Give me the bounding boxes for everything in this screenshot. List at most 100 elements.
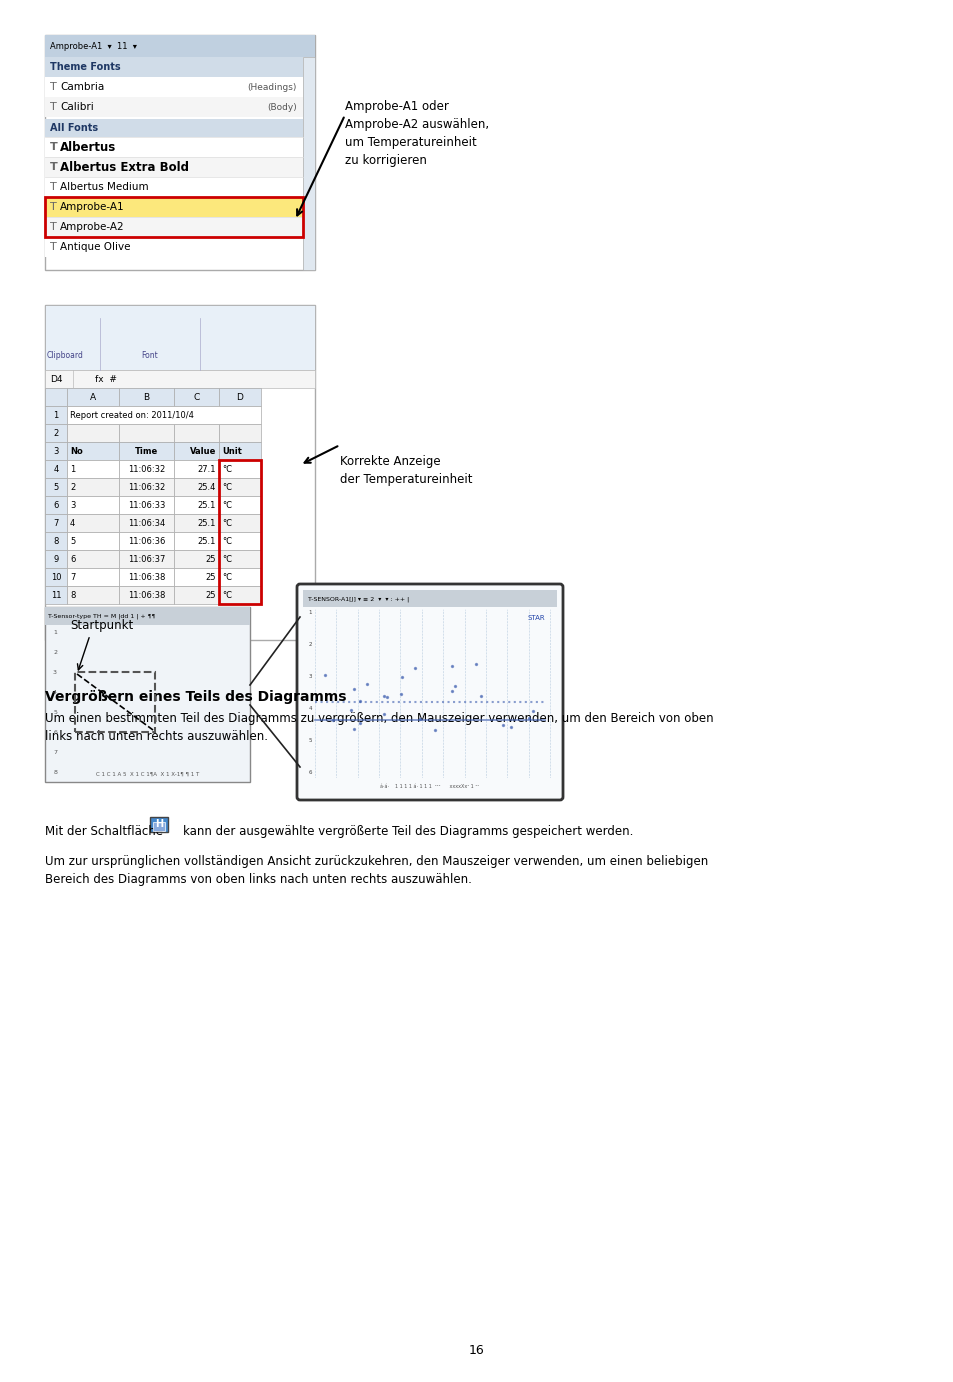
Text: T: T — [50, 162, 58, 171]
Text: T: T — [50, 142, 58, 152]
Text: Font: Font — [141, 351, 158, 359]
Point — [358, 673, 374, 695]
Point — [413, 708, 428, 730]
Text: 5: 5 — [53, 709, 57, 714]
Text: 8: 8 — [53, 770, 57, 774]
Bar — [173, 460, 219, 478]
Bar — [45, 460, 67, 478]
Text: °C: °C — [222, 464, 232, 474]
Bar — [45, 442, 67, 460]
Text: 8: 8 — [53, 536, 59, 546]
Bar — [67, 550, 119, 568]
Point — [447, 674, 462, 697]
Text: 16: 16 — [469, 1345, 484, 1357]
Text: 25: 25 — [205, 590, 215, 600]
Text: (Body): (Body) — [267, 102, 296, 112]
Bar — [219, 496, 261, 514]
Text: 6: 6 — [70, 554, 75, 564]
Bar — [45, 478, 67, 496]
Text: °C: °C — [222, 536, 232, 546]
Text: 11:06:33: 11:06:33 — [128, 500, 165, 510]
Point — [346, 679, 361, 701]
Bar — [67, 586, 119, 604]
Text: 3: 3 — [308, 673, 312, 679]
Text: Albertus Medium: Albertus Medium — [60, 182, 149, 192]
Text: 6: 6 — [53, 730, 57, 734]
Bar — [45, 236, 303, 257]
Bar — [219, 532, 261, 550]
Bar — [45, 119, 303, 137]
Bar — [219, 568, 261, 586]
Text: 1: 1 — [308, 609, 312, 615]
Bar — [219, 388, 261, 406]
Text: B: B — [143, 392, 150, 402]
Text: 1: 1 — [70, 464, 75, 474]
Bar — [45, 137, 303, 158]
Bar — [45, 97, 303, 117]
Text: Korrekte Anzeige
der Temperatureinheit: Korrekte Anzeige der Temperatureinheit — [339, 455, 472, 486]
Point — [316, 665, 332, 687]
Bar — [173, 478, 219, 496]
Point — [473, 685, 488, 708]
Bar — [75, 672, 154, 732]
Bar — [219, 550, 261, 568]
Text: 2: 2 — [53, 428, 58, 438]
Text: 25.1: 25.1 — [197, 500, 215, 510]
Text: 7: 7 — [53, 518, 59, 528]
Bar — [173, 514, 219, 532]
Text: 3: 3 — [53, 446, 59, 456]
Bar — [119, 586, 173, 604]
Bar — [45, 35, 314, 269]
Text: 11:06:32: 11:06:32 — [128, 482, 165, 492]
Bar — [219, 586, 261, 604]
Text: Antique Olive: Antique Olive — [60, 242, 131, 252]
Bar — [119, 514, 173, 532]
Point — [444, 655, 459, 677]
Point — [376, 703, 392, 726]
Bar — [45, 198, 303, 236]
Bar — [45, 35, 314, 57]
Text: 25.1: 25.1 — [197, 536, 215, 546]
Bar — [173, 424, 219, 442]
Text: 10: 10 — [51, 572, 61, 582]
Bar — [45, 158, 303, 177]
Text: Amprobe-A1 oder
Amprobe-A2 auswählen,
um Temperatureinheit
zu korrigieren: Amprobe-A1 oder Amprobe-A2 auswählen, um… — [345, 100, 489, 167]
Text: 25: 25 — [205, 554, 215, 564]
Text: Albertus Extra Bold: Albertus Extra Bold — [60, 160, 189, 174]
Bar — [45, 406, 67, 424]
Text: Value: Value — [190, 446, 215, 456]
Bar — [219, 460, 261, 604]
Point — [343, 699, 358, 721]
Point — [521, 708, 537, 730]
Bar — [173, 388, 219, 406]
Bar — [67, 478, 119, 496]
Text: °C: °C — [222, 590, 232, 600]
Point — [407, 658, 422, 680]
Bar — [45, 217, 303, 236]
Text: Calibri: Calibri — [60, 102, 93, 112]
Bar — [119, 388, 173, 406]
Text: Amprobe-A2: Amprobe-A2 — [60, 223, 125, 232]
Text: 9: 9 — [53, 554, 58, 564]
Text: Unit: Unit — [222, 446, 242, 456]
Text: 25.4: 25.4 — [197, 482, 215, 492]
Bar — [303, 57, 314, 269]
Bar — [45, 568, 67, 586]
Text: 5: 5 — [308, 738, 312, 742]
Bar — [67, 496, 119, 514]
Text: 4: 4 — [70, 518, 75, 528]
Text: Cambria: Cambria — [60, 82, 104, 93]
Bar — [173, 550, 219, 568]
Bar — [119, 568, 173, 586]
Text: 2: 2 — [53, 650, 57, 655]
Point — [525, 699, 540, 721]
Text: 6: 6 — [53, 500, 59, 510]
Bar — [119, 442, 173, 460]
Bar — [45, 370, 314, 388]
Point — [395, 666, 410, 688]
Bar — [119, 460, 173, 478]
Bar — [45, 550, 67, 568]
Text: Report created on: 2011/10/4: Report created on: 2011/10/4 — [70, 410, 193, 420]
Point — [379, 687, 395, 709]
Text: 6: 6 — [308, 770, 312, 774]
